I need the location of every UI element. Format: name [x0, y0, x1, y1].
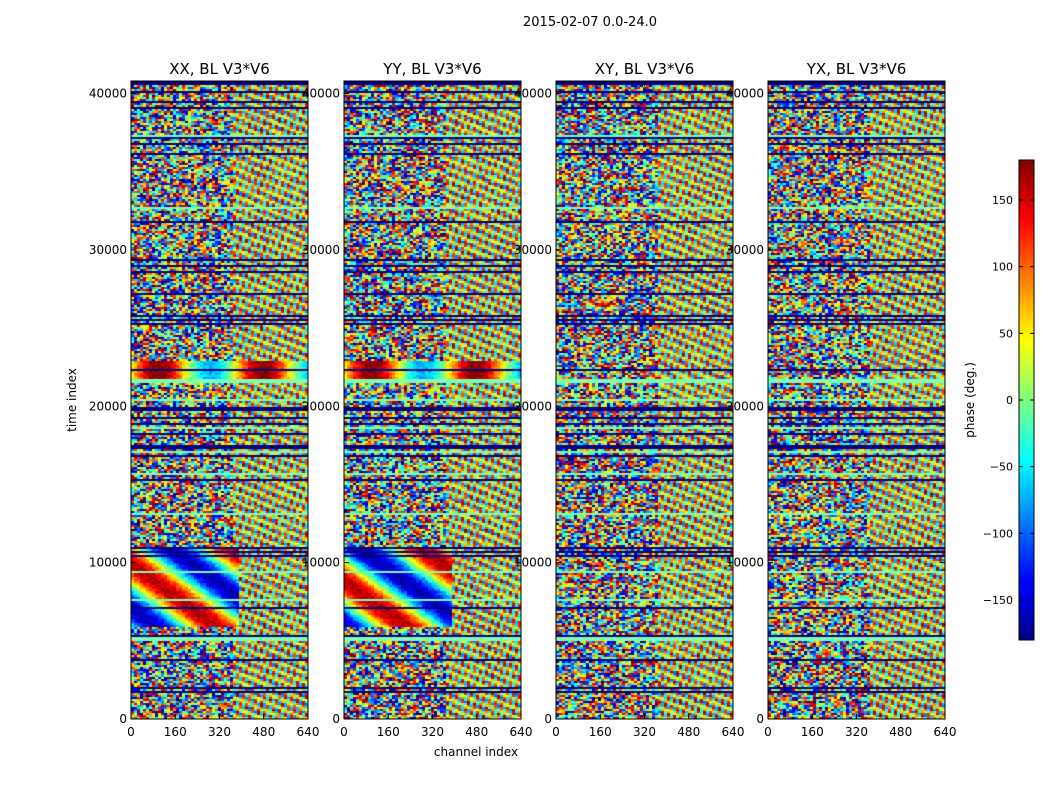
y-tick-label: 20000 [302, 399, 340, 413]
panel-title: XX, BL V3*V6 [169, 60, 270, 78]
panel-title: YY, BL V3*V6 [382, 60, 481, 78]
y-tick-label: 40000 [89, 87, 127, 101]
x-tick-label: 640 [297, 725, 320, 739]
x-tick-label: 0 [340, 725, 348, 739]
x-tick-label: 480 [677, 725, 700, 739]
panel-xy: XY, BL V3*V6 0 160 320 480 640 0 10000 20000 3000… [514, 60, 745, 739]
y-tick-label: 0 [756, 712, 764, 726]
panel-yy: YY, BL V3*V6 0 160 320 480 640 0 10000 20000 3000… [302, 60, 533, 739]
x-tick-label: 640 [510, 725, 533, 739]
x-tick-label: 0 [764, 725, 772, 739]
colorbar: −150 −100 −50 0 50 100 150 [983, 159, 1035, 641]
x-tick-label: 160 [377, 725, 400, 739]
x-tick-label: 480 [889, 725, 912, 739]
x-tick-label: 320 [421, 725, 444, 739]
heatmap-image [556, 81, 733, 719]
y-tick-label: 0 [119, 712, 127, 726]
y-tick-label: 40000 [302, 87, 340, 101]
colorbar-tick-label: −150 [983, 594, 1013, 607]
colorbar-tick-label: 100 [992, 261, 1013, 274]
y-tick-label: 10000 [302, 556, 340, 570]
panel-title: XY, BL V3*V6 [595, 60, 695, 78]
x-tick-label: 320 [633, 725, 656, 739]
colorbar-tick-label: 0 [1006, 394, 1013, 407]
x-tick-label: 160 [801, 725, 824, 739]
x-tick-label: 640 [722, 725, 745, 739]
y-tick-label: 10000 [514, 556, 552, 570]
x-tick-label: 480 [465, 725, 488, 739]
y-tick-label: 30000 [302, 243, 340, 257]
colorbar-tick-label: −50 [990, 461, 1013, 474]
panel-yx: YX, BL V3*V6 0 160 320 480 640 0 10000 20000 3000… [726, 60, 957, 739]
x-tick-label: 0 [127, 725, 135, 739]
heatmap-image [344, 81, 521, 719]
heatmap-image [131, 81, 308, 719]
y-tick-label: 20000 [89, 399, 127, 413]
x-tick-label: 640 [934, 725, 957, 739]
x-tick-label: 160 [589, 725, 612, 739]
x-tick-label: 320 [845, 725, 868, 739]
y-tick-label: 40000 [726, 87, 764, 101]
y-tick-label: 30000 [89, 243, 127, 257]
panel-title: YX, BL V3*V6 [806, 60, 907, 78]
y-tick-label: 20000 [514, 399, 552, 413]
y-axis-label: time index [65, 368, 79, 432]
x-tick-label: 320 [208, 725, 231, 739]
y-tick-label: 10000 [726, 556, 764, 570]
x-tick-label: 160 [164, 725, 187, 739]
heatmap-image [768, 81, 945, 719]
y-tick-label: 0 [332, 712, 340, 726]
colorbar-tick-label: 150 [992, 194, 1013, 207]
y-tick-label: 20000 [726, 399, 764, 413]
y-tick-label: 10000 [89, 556, 127, 570]
x-axis-label: channel index [434, 745, 518, 759]
panels: XX, BL V3*V6 0 160 320 480 640 0 10000 20000 3000… [89, 60, 957, 739]
y-tick-label: 30000 [514, 243, 552, 257]
x-tick-label: 0 [552, 725, 560, 739]
colorbar-tick-label: −100 [983, 527, 1013, 540]
x-tick-label: 480 [252, 725, 275, 739]
colorbar-label: phase (deg.) [963, 362, 977, 438]
y-tick-label: 0 [544, 712, 552, 726]
panel-xx: XX, BL V3*V6 0 160 320 480 640 0 10000 20000 3000… [89, 60, 320, 739]
colorbar-tick-label: 50 [999, 327, 1013, 340]
y-tick-label: 40000 [514, 87, 552, 101]
figure-suptitle: 2015-02-07 0.0-24.0 [523, 15, 657, 30]
y-tick-label: 30000 [726, 243, 764, 257]
